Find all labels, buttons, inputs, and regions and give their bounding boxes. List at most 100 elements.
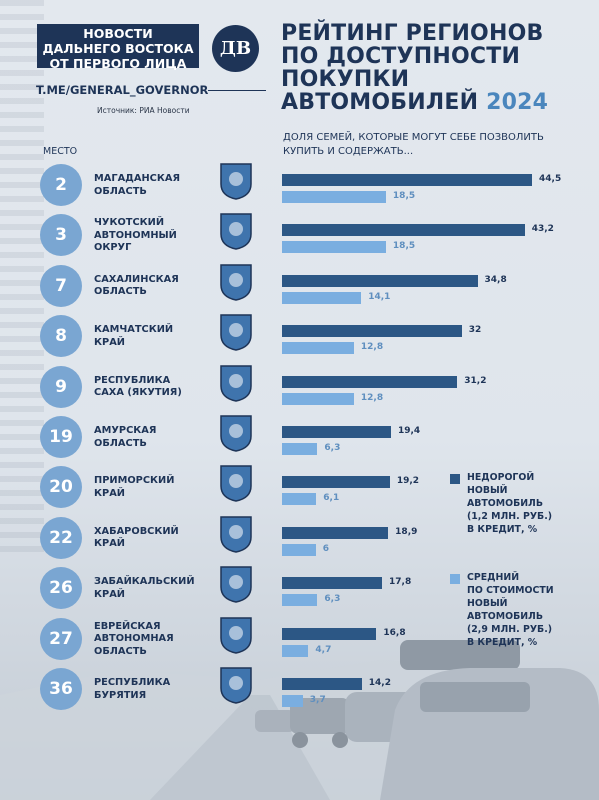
region-name: КАМЧАТСКИЙ КРАЙ: [94, 324, 173, 349]
title-line-2: ПО ДОСТУПНОСТИ: [281, 44, 521, 69]
coat-of-arms-icon: [220, 616, 252, 654]
region-name: АМУРСКАЯ ОБЛАСТЬ: [94, 425, 156, 450]
bar-average-car: [282, 392, 354, 405]
value-label-cheap: 18,9: [395, 526, 418, 537]
region-row: 9 РЕСПУБЛИКА САХА (ЯКУТИЯ) 31,2 12,8: [0, 364, 599, 414]
region-name-line: КАМЧАТСКИЙ: [94, 324, 174, 336]
region-name-line: РЕСПУБЛИКА: [94, 677, 171, 688]
legend-cheap-line: НЕДОРОГОЙ: [467, 472, 535, 483]
legend-text-average: СРЕДНИЙ ПО СТОИМОСТИ НОВЫЙ АВТОМОБИЛЬ (2…: [467, 571, 554, 649]
legend-average-line: ПО СТОИМОСТИ: [467, 585, 554, 596]
bar-cheap-car: [282, 224, 525, 237]
region-name-line: ОКРУГ: [94, 242, 132, 254]
brand-banner: НОВОСТИ ДАЛЬНЕГО ВОСТОКА ОТ ПЕРВОГО ЛИЦА: [37, 24, 199, 71]
bar-average-car: [282, 342, 354, 355]
brand-line-1: НОВОСТИ: [83, 26, 153, 41]
subtitle-line-1: ДОЛЯ СЕМЕЙ, КОТОРЫЕ МОГУТ СЕБЕ ПОЗВОЛИТЬ: [283, 132, 544, 143]
place-badge: 27: [40, 617, 82, 660]
value-label-cheap: 43,2: [531, 224, 554, 235]
value-label-average: 12,8: [360, 342, 384, 353]
coat-of-arms-icon: [220, 415, 252, 452]
value-label-average: 6: [322, 543, 329, 554]
region-name-line: ОБЛАСТЬ: [94, 437, 147, 449]
place-badge: 36: [40, 668, 82, 710]
value-label-cheap: 17,8: [389, 577, 412, 588]
region-name: ЧУКОТСКИЙ АВТОНОМНЫЙ ОКРУГ: [94, 217, 177, 255]
region-row: 2 МАГАДАНСКАЯ ОБЛАСТЬ 44,5 18,5: [0, 162, 599, 212]
legend-swatch-light: [450, 574, 460, 584]
region-name-line: ОБЛАСТЬ: [94, 645, 147, 657]
value-label-average: 4,7: [315, 644, 332, 655]
place-badge: 2: [40, 164, 82, 206]
region-name: ЕВРЕЙСКАЯ АВТОНОМНАЯ ОБЛАСТЬ: [94, 621, 174, 659]
region-name-line: ПРИМОРСКИЙ: [94, 475, 175, 487]
bar-cheap-car: [282, 678, 362, 690]
decorative-stripe: [0, 0, 44, 560]
region-row: 36 РЕСПУБЛИКА БУРЯТИЯ 14,2 3,7: [0, 666, 599, 716]
legend-cheap-line: В КРЕДИТ, %: [467, 524, 538, 535]
bar-average-car: [282, 543, 316, 556]
region-name-line: ЗАБАЙКАЛЬСКИЙ: [94, 576, 195, 588]
region-name-line: БУРЯТИЯ: [94, 689, 147, 701]
region-name-line: КРАЙ: [94, 588, 125, 600]
bar-cheap-car: [282, 627, 377, 640]
subtitle-line-2: КУПИТЬ И СОДЕРЖАТЬ...: [283, 146, 414, 157]
region-name: САХАЛИНСКАЯ ОБЛАСТЬ: [94, 274, 179, 299]
value-label-average: 6,3: [324, 443, 341, 453]
legend-average-line: АВТОМОБИЛЬ: [467, 611, 543, 622]
place-badge: 8: [40, 315, 82, 358]
coat-of-arms-icon: [220, 163, 252, 200]
title-last-word: АВТОМОБИЛЕЙ: [281, 90, 479, 115]
value-label-average: 18,5: [392, 241, 416, 252]
bar-cheap-car: [282, 426, 391, 438]
coat-of-arms-icon: [220, 264, 252, 301]
region-name-line: САХАЛИНСКАЯ: [94, 273, 179, 285]
region-row: 7 САХАЛИНСКАЯ ОБЛАСТЬ 34,8 14,1: [0, 263, 599, 313]
region-name: РЕСПУБЛИКА САХА (ЯКУТИЯ): [94, 375, 182, 400]
legend-text-cheap: НЕДОРОГОЙ НОВЫЙ АВТОМОБИЛЬ (1,2 МЛН. РУБ…: [467, 471, 552, 536]
title-line-4: АВТОМОБИЛЕЙ 2024: [281, 91, 548, 114]
chart-subtitle: ДОЛЯ СЕМЕЙ, КОТОРЫЕ МОГУТ СЕБЕ ПОЗВОЛИТЬ…: [283, 131, 544, 159]
chart-title: РЕЙТИНГ РЕГИОНОВ ПО ДОСТУПНОСТИ ПОКУПКИ …: [281, 22, 548, 114]
coat-of-arms-icon: [220, 364, 252, 402]
value-label-average: 6,1: [323, 493, 340, 504]
value-label-average: 6,3: [324, 594, 341, 605]
legend-swatch-dark: [450, 474, 460, 484]
value-label-cheap: 19,2: [396, 476, 420, 487]
legend-cheap-line: НОВЫЙ: [467, 485, 508, 496]
region-name: РЕСПУБЛИКА БУРЯТИЯ: [94, 677, 170, 702]
bar-average-car: [282, 241, 386, 254]
value-label-cheap: 16,8: [383, 627, 406, 638]
region-name: ПРИМОРСКИЙ КРАЙ: [94, 475, 174, 500]
bar-cheap-car: [282, 526, 389, 539]
region-name-line: МАГАДАНСКАЯ: [94, 173, 180, 184]
region-name-line: АМУРСКАЯ: [94, 425, 157, 436]
region-name-line: ЕВРЕЙСКАЯ: [94, 620, 161, 632]
region-name-line: ЧУКОТСКИЙ: [94, 217, 165, 229]
value-label-cheap: 34,8: [484, 274, 507, 285]
region-row: 19 АМУРСКАЯ ОБЛАСТЬ 19,4 6,3: [0, 414, 599, 464]
legend-average-line: В КРЕДИТ, %: [467, 637, 538, 648]
value-label-cheap: 32: [468, 325, 482, 336]
bar-cheap-car: [282, 476, 390, 489]
place-badge: 22: [40, 516, 82, 559]
region-name-line: ХАБАРОВСКИЙ: [94, 525, 179, 537]
bar-average-car: [282, 443, 318, 455]
value-label-average: 14,1: [368, 291, 391, 302]
region-row: 20 ПРИМОРСКИЙ КРАЙ 19,2 6,1: [0, 464, 599, 514]
telegram-link[interactable]: T.ME/GENERAL_GOVERNOR: [36, 83, 209, 97]
place-badge: 20: [40, 466, 82, 509]
region-row: 8 КАМЧАТСКИЙ КРАЙ 32 12,8: [0, 313, 599, 363]
place-badge: 9: [40, 365, 82, 408]
region-name-line: АВТОНОМНЫЙ: [94, 229, 177, 241]
coat-of-arms-icon: [220, 465, 252, 503]
bar-average-car: [282, 644, 309, 657]
region-name-line: ОБЛАСТЬ: [94, 185, 147, 197]
bar-average-car: [282, 695, 303, 707]
bar-cheap-car: [282, 325, 462, 338]
region-name: ЗАБАЙКАЛЬСКИЙ КРАЙ: [94, 576, 195, 601]
region-name-line: АВТОНОМНАЯ: [94, 633, 174, 645]
value-label-cheap: 19,4: [397, 426, 421, 436]
region-name: МАГАДАНСКАЯ ОБЛАСТЬ: [94, 173, 180, 198]
bar-cheap-car: [282, 174, 532, 186]
